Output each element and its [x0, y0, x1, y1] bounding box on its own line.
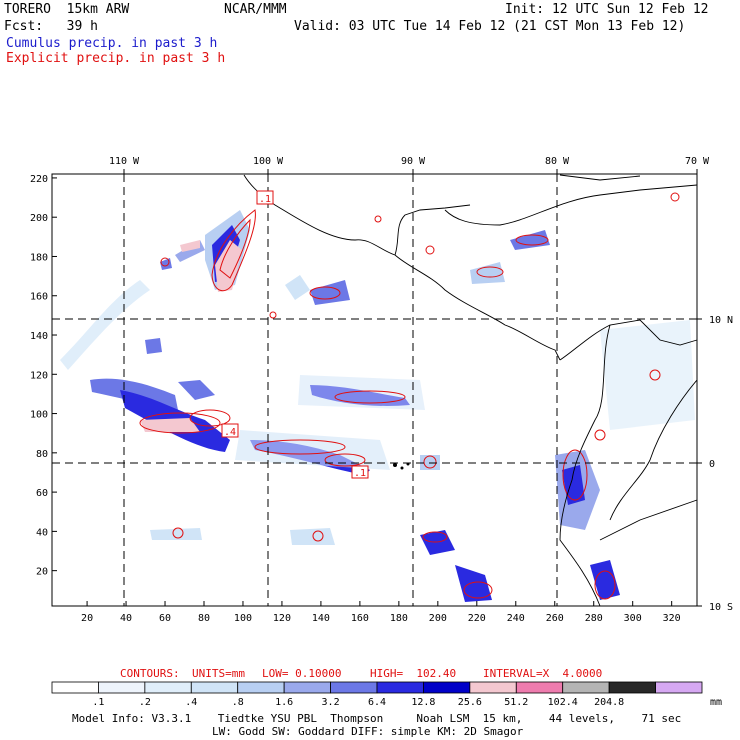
y-tick-label: 60 [36, 488, 48, 499]
x-tick-label: 320 [663, 613, 681, 624]
top-lon-label: 100 W [253, 156, 284, 167]
cumulus-legend: Cumulus precip. in past 3 h [6, 36, 218, 51]
contours-high: HIGH= 102.40 [370, 667, 457, 680]
map-label-2: .4 [224, 427, 236, 438]
colorbar-label: .2 [139, 697, 151, 708]
x-axis-labels: 20 40 60 80 100 120 140 160 180 200 220 240 260 280 30… [81, 613, 681, 624]
colorbar: .1 .2 .4 .8 1.6 3.2 6.4 12.8 25.6 51.2 102.4 204.8 m… [51, 681, 722, 708]
colorbar-swatch [515, 681, 564, 694]
y-tick-label: 40 [36, 527, 48, 538]
contours-units: UNITS=mm [192, 667, 245, 680]
contours-low: LOW= 0.10000 [262, 667, 342, 680]
coastlines [243, 174, 698, 607]
x-tick-label: 80 [198, 613, 210, 624]
top-lon-label: 90 W [401, 156, 426, 167]
y-tick-label: 100 [30, 410, 48, 421]
colorbar-swatch [469, 681, 517, 694]
top-lon-label: 80 W [545, 156, 570, 167]
valid-time: Valid: 03 UTC Tue 14 Feb 12 (21 CST Mon … [294, 19, 686, 34]
y-tick-label: 200 [30, 213, 48, 224]
colorbar-swatch [51, 681, 99, 694]
explicit-precip-contours [139, 192, 680, 600]
y-tick-label: 120 [30, 370, 48, 381]
x-tick-label: 160 [351, 613, 369, 624]
colorbar-swatch [562, 681, 610, 694]
top-lon-label: 110 W [109, 156, 140, 167]
x-tick-label: 240 [507, 613, 525, 624]
colorbar-label: 1.6 [275, 697, 293, 708]
colorbar-swatch [190, 681, 239, 694]
model-info-line1: Model Info: V3.3.1 Tiedtke YSU PBL Thomp… [72, 712, 682, 725]
x-tick-label: 120 [273, 613, 291, 624]
x-tick-label: 200 [429, 613, 447, 624]
contours-label: CONTOURS: [120, 667, 180, 680]
y-tick-label: 180 [30, 252, 48, 263]
colorbar-swatch [423, 681, 471, 694]
right-lat-label: 10 S [709, 602, 733, 613]
colorbar-label: 3.2 [322, 697, 340, 708]
y-tick-label: 20 [36, 567, 48, 578]
right-lat-label: 10 N [709, 315, 733, 326]
y-tick-label: 160 [30, 292, 48, 303]
contour-label-boxes: .1 .4 .1 [221, 190, 369, 479]
model-info-line2: LW: Godd SW: Goddard DIFF: simple KM: 2D… [212, 725, 524, 738]
x-tick-label: 280 [585, 613, 603, 624]
y-tick-label: 80 [36, 449, 48, 460]
right-lat-label: 0 [709, 459, 715, 470]
colorbar-swatch [376, 681, 424, 694]
init-time: Init: 12 UTC Sun 12 Feb 12 [505, 2, 709, 17]
x-tick-label: 260 [546, 613, 564, 624]
top-lon-label: 70 W [685, 156, 710, 167]
colorbar-label: .4 [185, 697, 197, 708]
cumulus-precip-shading [60, 210, 695, 602]
colorbar-label: 51.2 [504, 697, 528, 708]
x-tick-label: 180 [390, 613, 408, 624]
contours-interval: INTERVAL=X 4.0000 [483, 667, 603, 680]
colorbar-label: 25.6 [458, 697, 482, 708]
explicit-legend: Explicit precip. in past 3 h [6, 51, 226, 66]
colorbar-swatch [608, 681, 656, 694]
axis-ticks [52, 169, 702, 607]
map-label-3: .1 [354, 468, 366, 479]
colorbar-unit: mm [710, 697, 722, 708]
colorbar-swatch [330, 681, 378, 694]
colorbar-label: 204.8 [594, 697, 624, 708]
colorbar-label: .8 [232, 697, 244, 708]
y-tick-label: 140 [30, 331, 48, 342]
x-tick-label: 20 [81, 613, 93, 624]
colorbar-label: .1 [92, 697, 104, 708]
lat-lon-grid [52, 174, 697, 606]
right-latitude-labels: 10 N 0 10 S [709, 315, 733, 613]
colorbar-swatch [283, 681, 331, 694]
x-tick-label: 40 [120, 613, 132, 624]
x-tick-label: 220 [468, 613, 486, 624]
y-axis-labels: 220 200 180 160 140 120 100 80 60 40 20 [30, 174, 48, 578]
center-name: NCAR/MMM [224, 2, 287, 17]
colorbar-label: 102.4 [548, 697, 578, 708]
map-label-1: .1 [259, 194, 271, 205]
model-name: TORERO 15km ARW [4, 2, 130, 17]
colorbar-swatch [655, 681, 703, 694]
y-tick-label: 220 [30, 174, 48, 185]
x-tick-label: 100 [234, 613, 252, 624]
colorbar-label: 12.8 [411, 697, 435, 708]
colorbar-label: 6.4 [368, 697, 386, 708]
explicit-precip-shading [140, 240, 242, 432]
colorbar-swatch [144, 681, 192, 694]
forecast-hour: Fcst: 39 h [4, 19, 98, 34]
colorbar-swatch [98, 681, 146, 694]
top-longitude-labels: 110 W 100 W 90 W 80 W 70 W [109, 156, 710, 167]
x-tick-label: 140 [312, 613, 330, 624]
x-tick-label: 300 [624, 613, 642, 624]
colorbar-swatch [237, 681, 285, 694]
x-tick-label: 60 [159, 613, 171, 624]
